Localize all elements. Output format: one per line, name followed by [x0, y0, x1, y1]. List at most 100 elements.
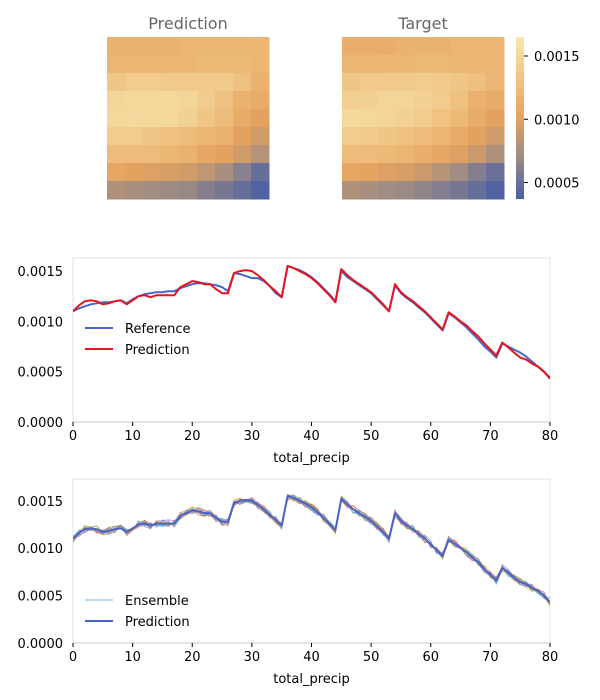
heatmap-cell [197, 145, 216, 164]
heatmap-cell [215, 73, 234, 92]
heatmap-cell [251, 127, 270, 146]
heatmap-cell [432, 73, 451, 92]
heatmap-cell [179, 145, 198, 164]
y-tick-label: 0.0005 [18, 366, 64, 381]
heatmap-cell [143, 55, 162, 74]
heatmap-cell [197, 163, 216, 182]
x-tick-label: 0 [69, 650, 77, 665]
heatmap-cell [432, 55, 451, 74]
heatmap-cell [125, 163, 144, 182]
heatmap-cell [360, 145, 379, 164]
heatmap-cell [486, 145, 505, 164]
y-tick-label: 0.0015 [18, 265, 64, 280]
heatmap-cell [125, 37, 144, 56]
heatmap-cell [360, 73, 379, 92]
heatmap-cell [432, 91, 451, 110]
heatmap-cell [179, 127, 198, 146]
heatmap-cell [378, 37, 397, 56]
heatmap-cell [396, 91, 415, 110]
legend-label: Prediction [125, 615, 190, 630]
colorbar-tick-label: 0.0005 [534, 177, 580, 192]
heatmap-cell [486, 73, 505, 92]
heatmap-cell [161, 37, 180, 56]
heatmap-cell [107, 37, 126, 56]
heatmap-cell [125, 73, 144, 92]
heatmap-cell [251, 37, 270, 56]
x-tick-label: 30 [244, 429, 261, 444]
heatmap-cell [396, 109, 415, 128]
heatmap-cell [396, 55, 415, 74]
heatmap-cell [486, 37, 505, 56]
ensemble-member-line [73, 498, 550, 599]
colorbar [516, 37, 524, 199]
heatmap-cell [378, 127, 397, 146]
ensemble-member-line [73, 494, 550, 606]
x-axis-label: total_precip [273, 672, 350, 687]
x-tick-label: 10 [124, 650, 141, 665]
heatmap-cell [378, 145, 397, 164]
colorbar-tick-label: 0.0010 [534, 113, 580, 128]
heatmap-cell [414, 55, 433, 74]
heatmap-cell [450, 37, 469, 56]
heatmap-cell [378, 163, 397, 182]
heatmap-cell [161, 109, 180, 128]
heatmap-cell [143, 37, 162, 56]
heatmap-cell [179, 55, 198, 74]
heatmap-cell [468, 145, 487, 164]
heatmap-cell [143, 73, 162, 92]
heatmap-cell [360, 37, 379, 56]
heatmap-cell [233, 73, 252, 92]
heatmap-cell [486, 163, 505, 182]
heatmap-cell [107, 73, 126, 92]
heatmap-cell [107, 109, 126, 128]
heatmap-cell [414, 181, 433, 200]
y-tick-label: 0.0000 [18, 416, 64, 431]
heatmap-cell [251, 163, 270, 182]
legend-label: Ensemble [125, 594, 189, 609]
heatmap-cell [161, 55, 180, 74]
heatmap-cell [450, 109, 469, 128]
heatmap-cell [251, 73, 270, 92]
heatmap-cell [360, 91, 379, 110]
heatmap-cell [107, 127, 126, 146]
heatmap-cell [233, 109, 252, 128]
heatmap-cell [125, 55, 144, 74]
heatmap-cell [251, 55, 270, 74]
heatmap-cell [396, 163, 415, 182]
heatmap-cell [215, 181, 234, 200]
ensemble-member-line [73, 496, 550, 603]
heatmap-cell [179, 181, 198, 200]
heatmap-cell [125, 145, 144, 164]
x-axis-label: total_precip [273, 451, 350, 466]
heatmap-cell [432, 109, 451, 128]
heatmap-cell [378, 73, 397, 92]
heatmap-cell [360, 55, 379, 74]
x-tick-label: 60 [422, 429, 439, 444]
heatmap-cell [450, 163, 469, 182]
heatmap-cell [161, 73, 180, 92]
x-tick-label: 80 [542, 650, 559, 665]
heatmap-cell [161, 145, 180, 164]
heatmap-cell [396, 37, 415, 56]
heatmap-cell [450, 127, 469, 146]
heatmap-cell [486, 91, 505, 110]
colorbar-tick-label: 0.0015 [534, 50, 580, 65]
heatmap-cell [161, 91, 180, 110]
legend-label: Prediction [125, 343, 190, 358]
heatmap-cell [486, 181, 505, 200]
heatmap-cell [342, 55, 361, 74]
heatmap-cell [197, 37, 216, 56]
heatmap-cell [360, 181, 379, 200]
heatmap-cell [215, 145, 234, 164]
heatmap-cell [432, 163, 451, 182]
heatmap-cell [179, 73, 198, 92]
heatmap-cell [414, 109, 433, 128]
heatmap-cell [414, 73, 433, 92]
heatmap-cell [125, 127, 144, 146]
heatmap-cell [233, 181, 252, 200]
heatmap-cell [233, 127, 252, 146]
heatmap-cell [233, 55, 252, 74]
ensemble-member-line [73, 496, 550, 606]
heatmap-cell [432, 37, 451, 56]
heatmap-cell [432, 145, 451, 164]
